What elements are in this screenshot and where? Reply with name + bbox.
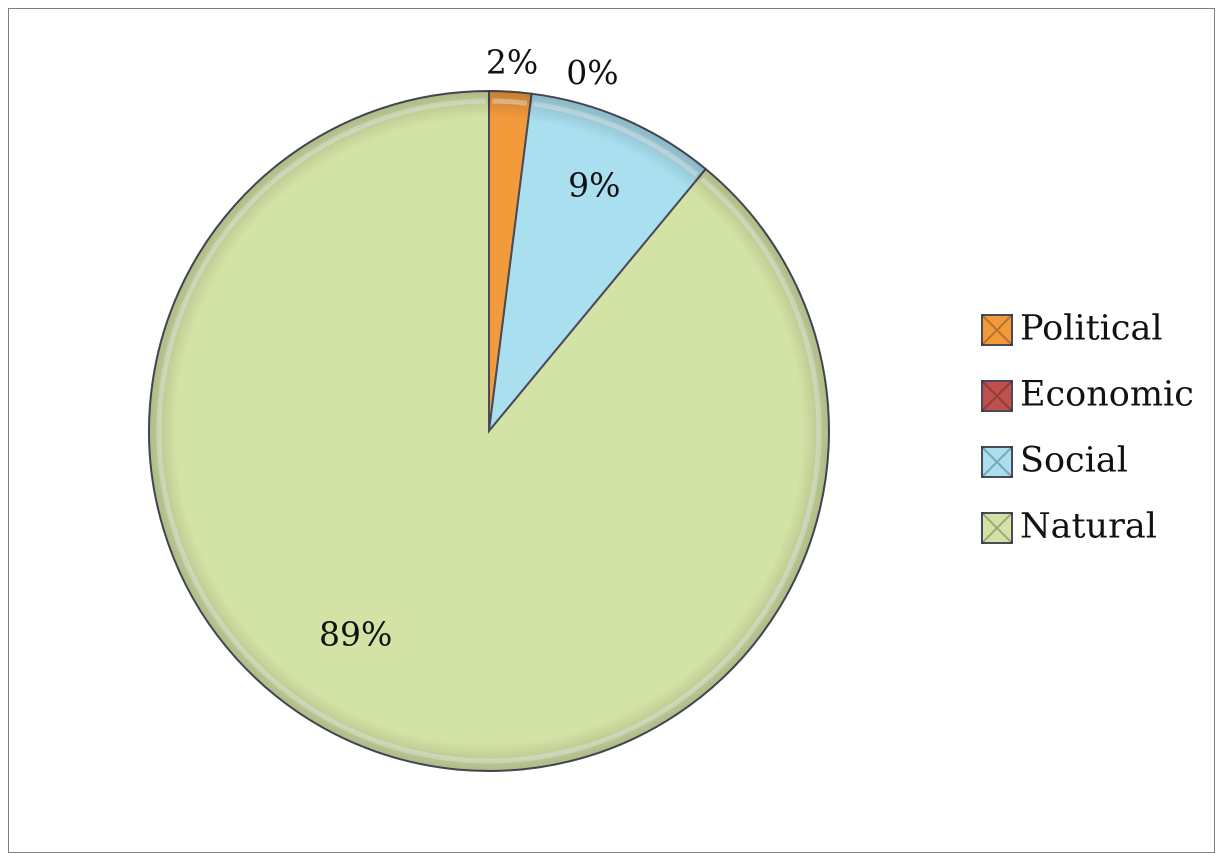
legend-item-social: Social (981, 441, 1128, 481)
legend-swatch-economic (981, 380, 1013, 412)
legend-item-political: Political (981, 309, 1163, 349)
legend-swatch-bevel-natural (981, 512, 1013, 544)
data-label-economic: 0% (566, 53, 618, 92)
legend-swatch-bevel-economic (981, 380, 1013, 412)
legend-item-economic: Economic (981, 375, 1194, 415)
legend-swatch-bevel-social (981, 446, 1013, 478)
legend-label-political: Political (1020, 309, 1163, 349)
legend-swatch-bevel-political (981, 314, 1013, 346)
legend-swatch-natural (981, 512, 1013, 544)
legend: Political Economic Social Natural (981, 309, 1194, 547)
pie-bevel-ring (149, 91, 829, 771)
data-label-political: 2% (486, 43, 538, 82)
data-label-natural: 89% (319, 614, 392, 653)
pie-slices (148, 89, 830, 772)
legend-label-social: Social (1020, 441, 1128, 481)
data-label-social: 9% (568, 166, 620, 205)
legend-swatch-social (981, 446, 1013, 478)
legend-label-natural: Natural (1020, 507, 1157, 547)
legend-label-economic: Economic (1020, 375, 1194, 415)
pie-data-labels: 2% 0% 9% 89% (319, 43, 621, 654)
legend-item-natural: Natural (981, 507, 1157, 547)
legend-swatch-political (981, 314, 1013, 346)
